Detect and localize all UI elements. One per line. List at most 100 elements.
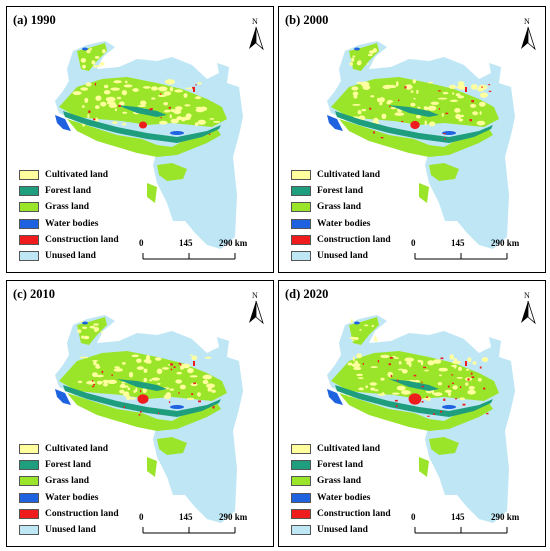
cultivated-land-patch [110, 87, 120, 91]
cultivated-land-patch [112, 121, 118, 124]
cultivated-land-patch [176, 116, 183, 121]
cultivated-land-patch [349, 62, 354, 66]
construction-land-patch [445, 112, 449, 115]
cultivated-land-patch [189, 375, 198, 378]
construction-land-patch [139, 398, 142, 401]
cultivated-land-patch [351, 57, 355, 62]
legend-swatch [19, 234, 39, 245]
cultivated-land-patch [184, 104, 191, 107]
cultivated-land-patch [449, 99, 459, 103]
cultivated-land-patch [113, 368, 124, 372]
legend-item: Construction land [19, 506, 119, 522]
cultivated-land-patch [169, 114, 172, 119]
cultivated-land-patch [369, 382, 377, 386]
cultivated-land-patch [448, 84, 457, 89]
construction-land-patch [91, 380, 94, 382]
cultivated-land-patch [195, 108, 205, 113]
construction-land-patch [421, 385, 424, 388]
cultivated-land-patch [95, 365, 101, 369]
legend-item: Water bodies [291, 216, 391, 232]
construction-land-patch [93, 383, 95, 386]
construction-land-patch [193, 87, 195, 92]
cultivated-land-patch [452, 385, 458, 390]
cultivated-land-patch [372, 48, 377, 53]
cultivated-land-patch [155, 357, 162, 361]
construction-land-patch [465, 87, 467, 92]
construction-land-patch [180, 363, 182, 366]
map-panel-2010: (c) 2010 N Cultivated land Forest land Grass… [6, 280, 274, 547]
cultivated-land-patch [364, 324, 369, 327]
cultivated-land-patch [417, 359, 422, 363]
construction-land-patch [421, 381, 423, 384]
cultivated-land-patch [370, 366, 378, 369]
construction-land-patch [173, 366, 176, 368]
cultivated-land-patch [100, 62, 105, 66]
water-body [354, 47, 360, 51]
cultivated-land-patch [206, 383, 215, 389]
cultivated-land-patch [455, 93, 461, 97]
cultivated-land-patch [183, 93, 188, 98]
legend-label: Cultivated land [317, 170, 381, 181]
water-body [170, 131, 184, 135]
cultivated-land-patch [374, 389, 379, 392]
cultivated-land-patch [81, 105, 85, 108]
legend-swatch [291, 170, 311, 181]
cultivated-land-patch [156, 368, 163, 375]
forest-land-area [63, 385, 221, 417]
forest-land-area [389, 379, 439, 391]
cultivated-land-patch [429, 121, 436, 127]
cultivated-land-patch [80, 87, 88, 91]
cultivated-land-patch [352, 55, 356, 58]
construction-land-patch [439, 108, 441, 110]
cultivated-land-patch [424, 120, 427, 126]
construction-land-patch [93, 118, 96, 121]
construction-land-patch [191, 393, 194, 395]
water-body [55, 115, 71, 131]
cultivated-land-patch [386, 100, 393, 103]
cultivated-land-patch [175, 379, 183, 384]
legend-item: Forest land [19, 457, 119, 473]
forest-land-area [335, 111, 493, 143]
legend-label: Grass land [317, 202, 362, 213]
grass-land-area [147, 457, 157, 477]
cultivated-land-patch [366, 63, 369, 65]
construction-land-patch [151, 108, 153, 110]
cultivated-land-patch [89, 325, 96, 329]
cultivated-land-patch [391, 392, 400, 395]
legend-swatch [291, 492, 311, 503]
cultivated-land-patch [416, 114, 421, 119]
cultivated-land-patch [95, 105, 100, 109]
legend-item: Forest land [291, 183, 391, 199]
construction-land-patch [459, 386, 462, 388]
cultivated-land-patch [174, 89, 184, 93]
construction-land-patch [92, 385, 95, 388]
scale-label: 145 [451, 512, 465, 522]
cultivated-land-patch [119, 385, 129, 388]
scale-label: 290 km [219, 238, 248, 248]
cultivated-land-patch [356, 353, 363, 359]
cultivated-land-patch [163, 394, 171, 400]
scale-bar: 0 145 290 km [411, 512, 519, 535]
construction-land-patch [471, 376, 475, 378]
cultivated-land-patch [404, 357, 414, 362]
cultivated-land-patch [100, 101, 107, 107]
cultivated-land-patch [451, 360, 462, 364]
cultivated-land-patch [460, 114, 464, 118]
cultivated-land-patch [352, 91, 359, 96]
cultivated-land-patch [82, 64, 86, 69]
construction-land-patch [390, 374, 393, 378]
construction-land-patch [170, 368, 173, 371]
construction-land-patch [118, 104, 121, 107]
construction-land-patch [373, 131, 375, 134]
cultivated-land-patch [102, 49, 106, 54]
grass-land-area [419, 183, 429, 203]
cultivated-land-patch [458, 366, 462, 371]
grass-land-area [429, 163, 459, 181]
cultivated-land-patch [476, 120, 486, 126]
construction-land-patch [443, 398, 446, 401]
construction-land-patch [410, 120, 420, 130]
cultivated-land-patch [181, 119, 186, 122]
cultivated-land-patch [472, 361, 477, 365]
cultivated-land-patch [479, 92, 488, 98]
legend-item: Cultivated land [291, 441, 391, 457]
